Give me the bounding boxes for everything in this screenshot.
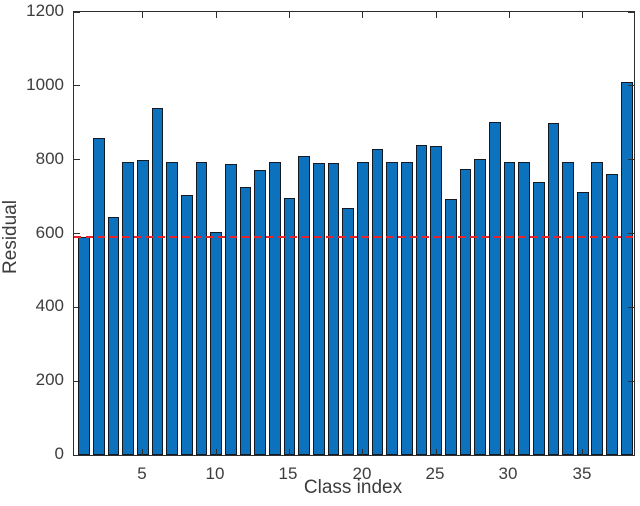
y-tick-label: 200 [35, 370, 64, 389]
x-tick-mark [435, 449, 437, 455]
bar-class-34 [562, 162, 574, 455]
x-tick-mark [215, 449, 217, 455]
bar-class-24 [415, 144, 428, 455]
bar-class-32 [532, 181, 545, 455]
y-tick-label: 0 [54, 444, 64, 463]
x-tick-mark [435, 12, 437, 18]
plot-area [73, 11, 635, 456]
x-axis-label: Class index [303, 477, 403, 498]
y-tick-label: 1200 [26, 1, 64, 20]
x-tick-mark [215, 12, 217, 18]
y-tick-mark [74, 159, 80, 161]
bar-class-6 [151, 107, 164, 455]
bar-class-5 [137, 159, 149, 455]
y-tick-mark [628, 85, 634, 87]
y-tick-mark [628, 306, 634, 308]
x-tick-mark [142, 12, 144, 18]
y-tick-mark [628, 380, 634, 382]
y-tick-mark [628, 11, 634, 13]
bar-class-23 [400, 161, 413, 455]
bar-class-7 [166, 161, 179, 455]
bar-class-10 [210, 231, 223, 455]
x-tick-mark [288, 12, 290, 18]
y-tick-mark [74, 306, 80, 308]
x-tick-mark [142, 449, 144, 455]
bar-class-27 [459, 168, 472, 455]
bar-class-31 [518, 162, 530, 455]
bar-class-13 [254, 170, 267, 455]
bar-class-35 [576, 192, 589, 455]
bar-class-29 [488, 122, 501, 455]
x-tick-mark [582, 449, 584, 455]
y-tick-label: 600 [35, 223, 64, 242]
bar-class-18 [327, 162, 340, 455]
bar-class-19 [342, 207, 354, 455]
x-tick-label: 30 [498, 464, 518, 483]
x-tick-mark [362, 12, 364, 18]
y-tick-label: 1000 [26, 75, 64, 94]
bar-class-9 [195, 161, 208, 455]
bar-class-28 [474, 158, 486, 455]
bar-class-25 [430, 146, 442, 455]
y-tick-mark [628, 159, 634, 161]
x-tick-label: 20 [352, 464, 372, 483]
bar-class-4 [122, 161, 135, 455]
x-tick-mark [362, 449, 364, 455]
y-tick-mark [74, 233, 80, 234]
bar-class-26 [444, 198, 457, 455]
x-tick-mark [508, 449, 510, 455]
bar-class-22 [386, 161, 398, 455]
bar-class-1 [78, 237, 91, 455]
bar-class-36 [591, 162, 604, 455]
bar-class-20 [356, 161, 369, 455]
bar-class-8 [181, 194, 193, 455]
y-tick-mark [74, 11, 80, 13]
bar-class-11 [224, 164, 237, 455]
bar-class-17 [312, 162, 325, 455]
x-tick-mark [508, 12, 510, 18]
y-tick-mark [628, 233, 634, 234]
bar-class-38 [620, 82, 633, 455]
y-tick-mark [74, 85, 80, 87]
bar-class-33 [547, 123, 560, 455]
x-tick-mark [582, 12, 584, 18]
y-tick-label: 800 [35, 149, 64, 168]
x-tick-label: 35 [572, 464, 592, 483]
bar-class-14 [268, 161, 281, 455]
bar-class-2 [93, 138, 105, 455]
x-tick-label: 15 [278, 464, 298, 483]
bar-class-21 [371, 149, 384, 455]
bar-class-37 [606, 174, 618, 455]
reference-line [74, 236, 634, 239]
y-tick-label: 400 [35, 296, 64, 315]
y-tick-mark [74, 380, 80, 382]
y-tick-mark [628, 454, 634, 456]
bar-class-16 [298, 155, 310, 455]
x-tick-label: 10 [205, 464, 225, 483]
bar-class-30 [503, 161, 516, 455]
bar-class-12 [239, 187, 252, 455]
bar-class-3 [107, 216, 120, 455]
x-tick-label: 5 [137, 464, 147, 483]
x-tick-label: 25 [425, 464, 445, 483]
y-tick-mark [74, 454, 80, 456]
x-tick-mark [288, 449, 290, 455]
